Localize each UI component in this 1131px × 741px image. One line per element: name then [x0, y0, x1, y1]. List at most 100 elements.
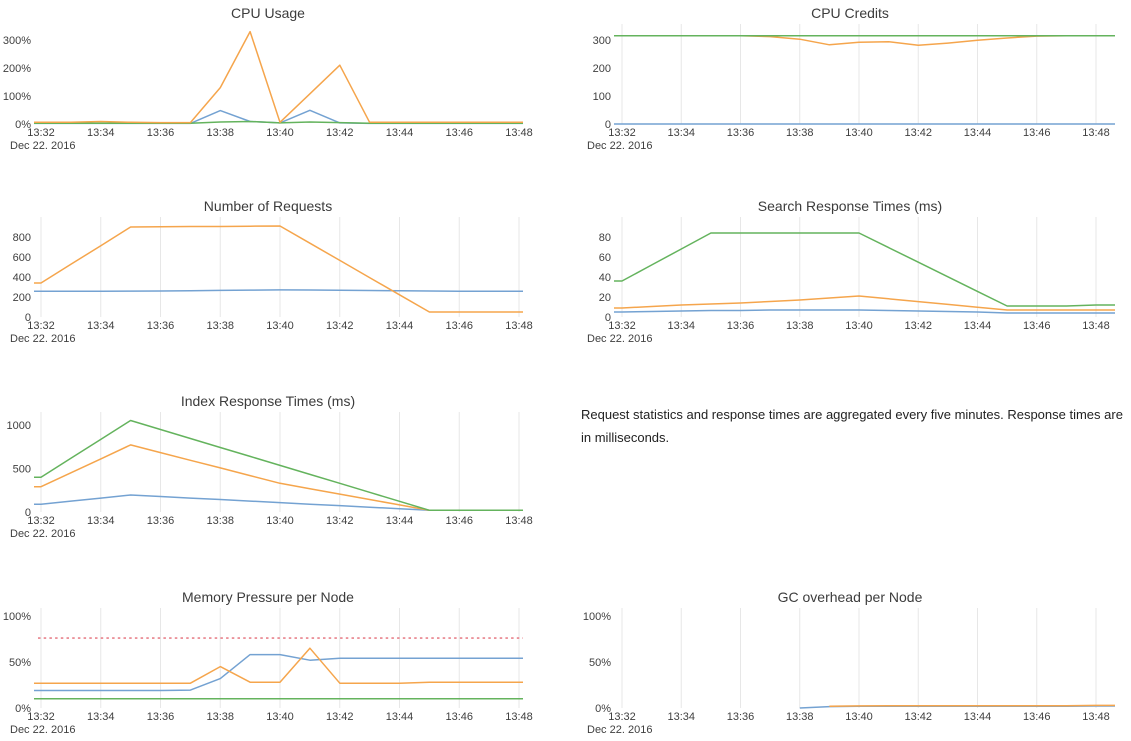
- date-label: Dec 22. 2016: [587, 140, 652, 152]
- y-tick-label: 0%: [595, 703, 611, 715]
- chart-title: Number of Requests: [204, 198, 332, 214]
- memory-pressure-per-node-plot: 0% 50% 100% 13:32 13:34 13:36 13:38 13:40 13:42 1…: [3, 589, 533, 736]
- x-tick-label: 13:36: [147, 320, 175, 332]
- x-tick-label: 13:48: [505, 515, 533, 527]
- series-line-orange: [34, 647, 523, 684]
- y-tick-label: 50%: [589, 657, 611, 669]
- cpu-credits-plot: 0 100 200 300 13:32 13:34 13:36 13:38 13:40 13:42…: [587, 5, 1115, 152]
- x-tick-label: 13:46: [1023, 711, 1051, 723]
- x-tick-label: 13:40: [845, 320, 873, 332]
- chart-cpu-credits[interactable]: 0 100 200 300 13:32 13:34 13:36 13:38 13:40 13:42…: [565, 0, 1131, 160]
- y-tick-label: 300%: [3, 35, 31, 47]
- x-tick-label: 13:40: [266, 711, 294, 723]
- y-tick-label: 60: [599, 252, 611, 264]
- x-tick-label: 13:48: [1082, 711, 1110, 723]
- search-response-times-plot: 0 20 40 60 80 13:32 13:34 13:36 13:38 13:40 13:42 1…: [587, 198, 1115, 345]
- y-tick-label: 0: [25, 507, 31, 519]
- x-tick-label: 13:44: [386, 711, 414, 723]
- x-tick-label: 13:32: [608, 711, 636, 723]
- x-tick-label: 13:32: [27, 515, 55, 527]
- x-tick-label: 13:38: [786, 711, 814, 723]
- x-tick-label: 13:34: [667, 320, 695, 332]
- y-tick-label: 100%: [3, 611, 31, 623]
- x-tick-label: 13:48: [1082, 127, 1110, 139]
- x-tick-label: 13:34: [87, 127, 115, 139]
- chart-number-of-requests[interactable]: 0 200 400 600 800 13:32 13:34 13:36 13:38 13:40 13…: [0, 193, 565, 353]
- x-tick-label: 13:40: [845, 127, 873, 139]
- x-tick-label: 13:48: [505, 711, 533, 723]
- chart-memory-pressure-per-node[interactable]: 0% 50% 100% 13:32 13:34 13:36 13:38 13:40 13:42 1…: [0, 584, 565, 741]
- chart-search-response-times[interactable]: 0 20 40 60 80 13:32 13:34 13:36 13:38 13:40 13:42 1…: [565, 193, 1131, 353]
- cpu-usage-plot: 0% 100% 200% 300% 13:32 13:34 13:36 13:38 13:40 1…: [3, 5, 533, 152]
- x-tick-label: 13:32: [27, 320, 55, 332]
- series-line-orange: [614, 295, 1115, 311]
- y-tick-label: 100%: [583, 611, 611, 623]
- x-tick-label: 13:46: [445, 711, 473, 723]
- x-tick-label: 13:42: [904, 320, 932, 332]
- y-tick-label: 1000: [7, 420, 31, 432]
- y-tick-label: 0: [605, 312, 611, 324]
- y-tick-label: 200: [593, 63, 611, 75]
- chart-title: Index Response Times (ms): [181, 393, 355, 409]
- x-tick-label: 13:48: [505, 320, 533, 332]
- x-tick-label: 13:46: [1023, 127, 1051, 139]
- y-tick-label: 0%: [15, 703, 31, 715]
- y-tick-label: 800: [13, 232, 31, 244]
- x-tick-label: 13:42: [326, 127, 354, 139]
- x-tick-label: 13:36: [727, 711, 755, 723]
- x-tick-label: 13:38: [786, 127, 814, 139]
- series-line-orange: [34, 225, 523, 313]
- x-tick-label: 13:38: [206, 127, 234, 139]
- x-tick-label: 13:44: [386, 515, 414, 527]
- gc-overhead-per-node-plot: 0% 50% 100% 13:32 13:34 13:36 13:38 13:40 13:42 1…: [583, 589, 1115, 736]
- chart-cpu-usage[interactable]: 0% 100% 200% 300% 13:32 13:34 13:36 13:38 13:40 1…: [0, 0, 565, 160]
- x-tick-label: 13:32: [27, 711, 55, 723]
- x-tick-label: 13:36: [147, 711, 175, 723]
- x-tick-label: 13:42: [904, 127, 932, 139]
- series-line-green: [614, 232, 1115, 307]
- date-label: Dec 22. 2016: [10, 140, 75, 152]
- x-tick-label: 13:36: [147, 127, 175, 139]
- series-line-orange: [34, 444, 523, 512]
- y-tick-label: 100: [593, 91, 611, 103]
- x-tick-label: 13:38: [206, 320, 234, 332]
- series-line-blue: [614, 309, 1115, 314]
- x-tick-label: 13:46: [445, 320, 473, 332]
- x-tick-label: 13:44: [386, 127, 414, 139]
- x-tick-label: 13:44: [964, 711, 992, 723]
- series-line-orange: [829, 704, 1115, 707]
- x-tick-label: 13:36: [147, 515, 175, 527]
- y-tick-label: 200%: [3, 63, 31, 75]
- y-tick-label: 0%: [15, 119, 31, 131]
- series-line-orange: [34, 30, 523, 124]
- y-tick-label: 600: [13, 252, 31, 264]
- y-tick-label: 20: [599, 292, 611, 304]
- x-tick-label: 13:44: [386, 320, 414, 332]
- x-tick-label: 13:42: [326, 320, 354, 332]
- x-tick-label: 13:46: [445, 127, 473, 139]
- x-tick-label: 13:44: [964, 127, 992, 139]
- y-tick-label: 400: [13, 272, 31, 284]
- number-of-requests-plot: 0 200 400 600 800 13:32 13:34 13:36 13:38 13:40 13…: [10, 198, 533, 345]
- series-line-blue: [34, 289, 523, 292]
- x-tick-label: 13:34: [667, 711, 695, 723]
- x-tick-label: 13:38: [206, 711, 234, 723]
- series-line-blue: [34, 653, 523, 692]
- index-response-times-plot: 0 500 1000 13:32 13:34 13:36 13:38 13:40 13:42 13…: [7, 393, 533, 540]
- x-tick-label: 13:34: [87, 515, 115, 527]
- x-tick-label: 13:40: [266, 515, 294, 527]
- x-tick-label: 13:34: [87, 711, 115, 723]
- x-tick-label: 13:32: [608, 320, 636, 332]
- chart-index-response-times[interactable]: 0 500 1000 13:32 13:34 13:36 13:38 13:40 13:42 13…: [0, 388, 565, 548]
- x-tick-label: 13:36: [727, 127, 755, 139]
- y-tick-label: 200: [13, 292, 31, 304]
- x-tick-label: 13:40: [266, 320, 294, 332]
- metrics-note: Request statistics and response times ar…: [581, 404, 1131, 450]
- date-label: Dec 22. 2016: [10, 528, 75, 540]
- chart-gc-overhead-per-node[interactable]: 0% 50% 100% 13:32 13:34 13:36 13:38 13:40 13:42 1…: [565, 584, 1131, 741]
- series-line-orange: [614, 35, 1115, 47]
- x-tick-label: 13:34: [87, 320, 115, 332]
- y-tick-label: 0: [605, 119, 611, 131]
- y-tick-label: 50%: [9, 657, 31, 669]
